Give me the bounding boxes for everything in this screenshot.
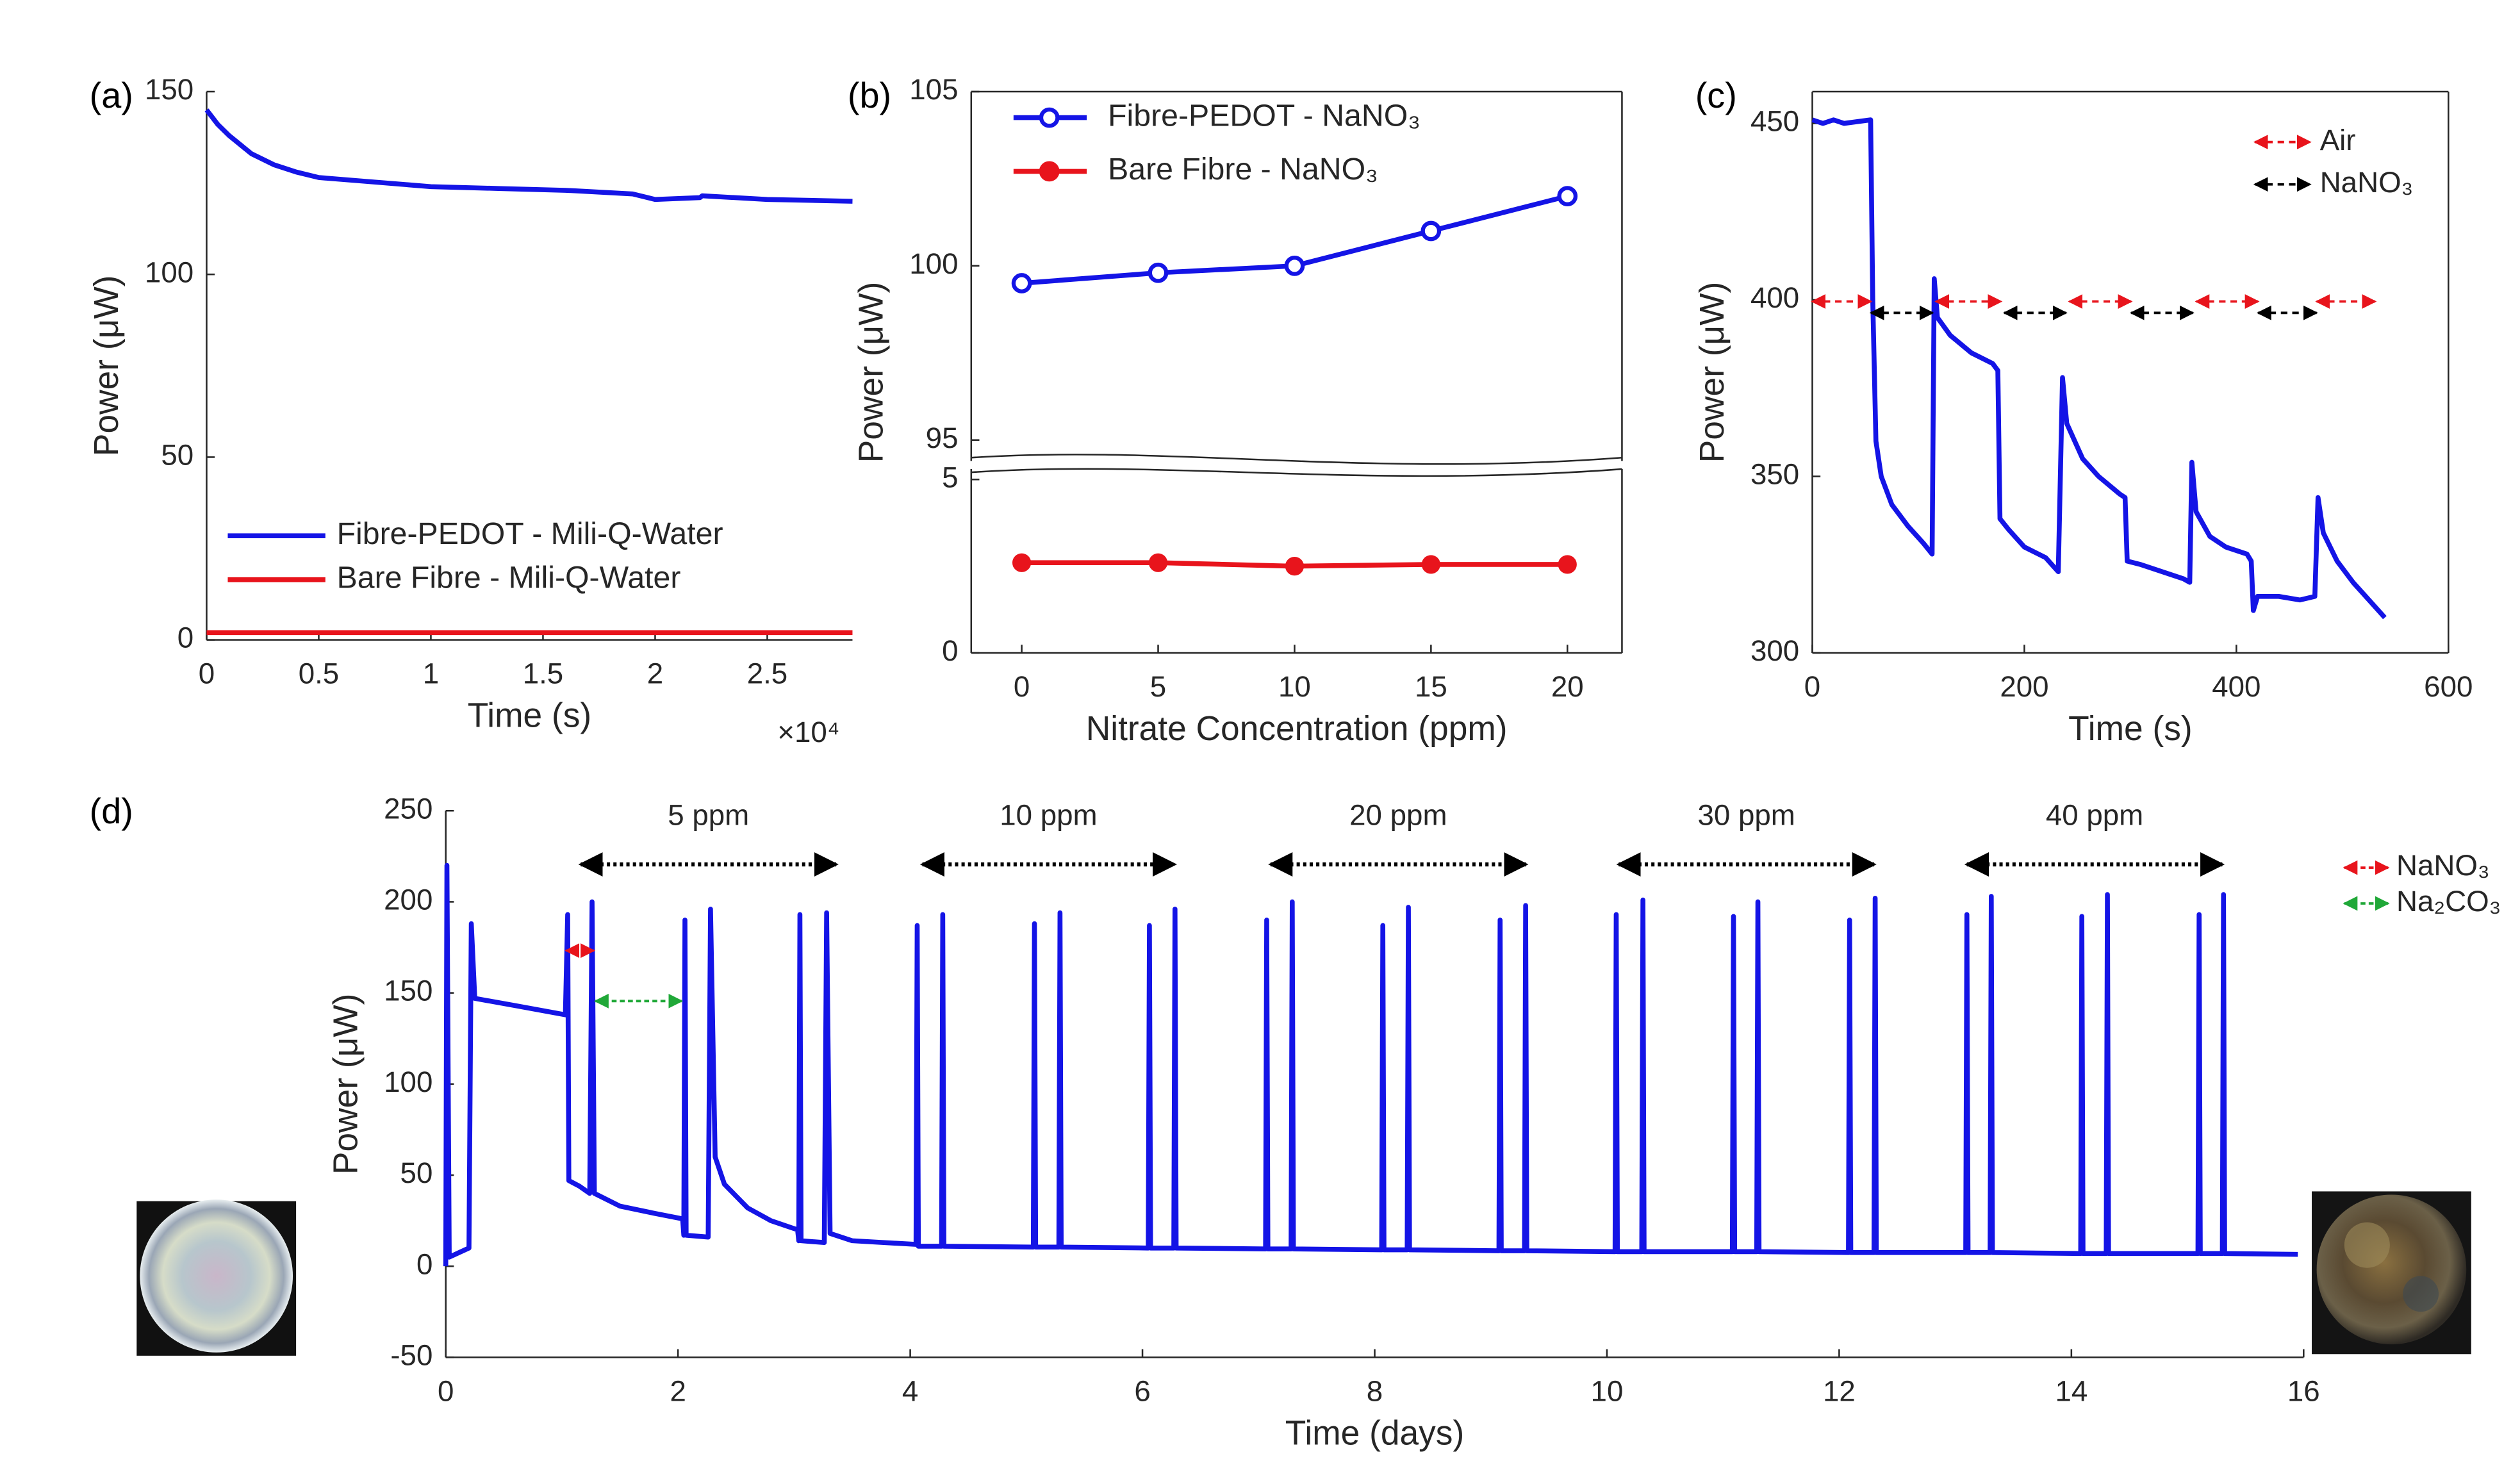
x-tick-label: 0 [1014,670,1030,703]
y-tick-label: 50 [400,1157,433,1189]
x-tick-label: 10 [1278,670,1311,703]
concentration-label: 40 ppm [2046,798,2143,831]
data-line [1811,117,2387,620]
data-point [1421,220,1442,242]
y-tick-label: 200 [384,884,432,916]
y-tick-label: 105 [909,73,958,106]
y-tick-label: 5 [942,461,958,493]
x-tick-label: 1 [423,657,439,690]
y-tick-label: 300 [1750,634,1799,667]
data-line [443,862,2298,1267]
data-point [1148,262,1169,283]
x-tick-label: 4 [902,1374,918,1407]
legend-marker [1039,107,1060,128]
y-axis-label: Power (μW) [88,276,126,456]
data-line [204,108,853,204]
legend-label: Fibre-PEDOT - Mili-Q-Water [337,516,723,551]
data-point [1284,255,1305,276]
legend-label: Fibre-PEDOT - NaNO₃ [1108,98,1421,133]
panel-label: (c) [1695,75,1737,115]
x-tick-label: 12 [1823,1374,1856,1407]
y-tick-label: 50 [161,439,194,472]
y-tick-label: 350 [1750,458,1799,491]
fibre-image-before [136,1199,297,1356]
x-tick-label: 600 [2424,670,2473,703]
y-axis-label: Power (μW) [1693,282,1731,463]
x-tick-label: 10 [1591,1374,1624,1407]
x-tick-label: 2 [670,1374,686,1407]
x-multiplier: ×10⁴ [777,716,839,748]
panel-label: (a) [90,75,133,115]
x-tick-label: 5 [1150,670,1166,703]
y-tick-label: 100 [909,247,958,280]
data-point [1148,553,1168,572]
data-point [1012,553,1032,572]
axis-break [971,468,1622,477]
y-tick-label: 150 [384,975,432,1007]
x-axis-label: Nitrate Concentration (ppm) [1086,710,1508,748]
data-point [1421,555,1440,574]
legend-label: Na₂CO₃ [2396,885,2501,918]
y-axis-label: Power (μW) [327,994,365,1174]
y-tick-label: 150 [145,73,194,106]
x-tick-label: 0 [199,657,215,690]
panel-label: (d) [90,791,133,831]
x-tick-label: 15 [1415,670,1447,703]
data-point [1011,273,1032,293]
x-tick-label: 0.5 [299,657,340,690]
concentration-label: 30 ppm [1697,798,1795,831]
x-tick-label: 6 [1134,1374,1150,1407]
x-tick-label: 14 [2055,1374,2088,1407]
data-point [1285,557,1305,576]
y-tick-label: 0 [177,622,194,654]
legend-label: Air [2320,124,2356,156]
legend-label: NaNO₃ [2396,849,2490,882]
legend-label: Bare Fibre - Mili-Q-Water [337,560,681,595]
y-tick-label: -50 [390,1339,432,1371]
x-axis-label: Time (s) [2068,710,2192,748]
concentration-label: 5 ppm [668,798,749,831]
y-tick-label: 100 [384,1066,432,1098]
y-axis-label: Power (μW) [853,282,891,463]
x-tick-label: 400 [2212,670,2261,703]
x-tick-label: 0 [438,1374,454,1407]
y-tick-label: 450 [1750,105,1799,138]
x-tick-label: 2.5 [747,657,788,690]
x-tick-label: 2 [647,657,663,690]
x-tick-label: 200 [2000,670,2048,703]
y-tick-label: 0 [416,1248,432,1280]
x-tick-label: 16 [2287,1374,2320,1407]
concentration-label: 10 ppm [1000,798,1097,831]
axis-break [971,454,1622,465]
x-tick-label: 0 [1804,670,1820,703]
y-tick-label: 0 [942,634,958,667]
y-tick-label: 100 [145,256,194,288]
y-tick-label: 250 [384,792,432,825]
panel: 0 200 400 600 300 350 400 450 (c) Time (s) Power (… [1693,75,2473,748]
concentration-label: 20 ppm [1349,798,1447,831]
panel: 0 5 10 15 20 95 100 105 0 5 (b) Nitrate Concentrati… [848,73,1623,748]
panel: 0 0.5 1 1.5 2 2.5 0 50 100 150 (a) Time (s) Power (μ… [88,73,853,748]
data-point [1558,555,1577,574]
x-axis-label: Time (days) [1285,1414,1464,1452]
fibre-image-after [2312,1191,2471,1355]
legend-label: Bare Fibre - NaNO₃ [1108,152,1378,186]
data-point [1557,186,1578,206]
panel-label: (b) [848,75,891,115]
x-tick-label: 8 [1367,1374,1383,1407]
y-tick-label: 400 [1750,281,1799,314]
y-tick-label: 95 [926,422,959,454]
x-tick-label: 1.5 [523,657,564,690]
x-tick-label: 20 [1551,670,1584,703]
x-axis-label: Time (s) [468,697,591,735]
legend-label: NaNO₃ [2320,166,2414,199]
legend-marker [1039,161,1060,182]
